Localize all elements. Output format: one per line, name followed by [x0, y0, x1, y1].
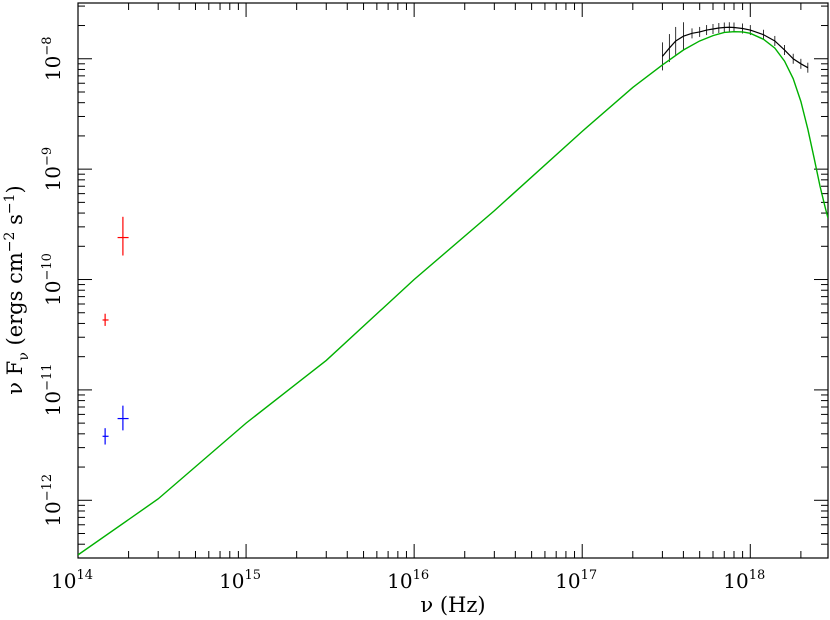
- y-tick-label: 10−12: [40, 474, 65, 527]
- y-tick-label: 10−10: [40, 253, 65, 306]
- x-tick-label: 1014: [51, 568, 93, 593]
- axis-ticks: [77, 3, 828, 559]
- xray-spectrum: [661, 26, 809, 69]
- y-axis-title: ν Fν (ergs cm−2 s−1): [2, 185, 32, 394]
- y-tick-label: 10−11: [40, 363, 65, 416]
- x-tick-label: 1016: [387, 568, 429, 593]
- x-tick-label: 1018: [723, 568, 765, 593]
- y-tick-label: 10−8: [40, 36, 65, 81]
- chart-marks: [78, 22, 828, 556]
- x-tick-label: 1015: [219, 568, 261, 593]
- model-curve: [78, 30, 828, 556]
- x-tick-labels: 1014 1015 1016 1017 1018: [51, 568, 765, 593]
- y-tick-labels: 10−12 10−11 10−10 10−9 10−8: [40, 36, 65, 526]
- x-axis-title: ν (Hz): [420, 593, 485, 617]
- plot-frame: [77, 2, 829, 559]
- y-tick-label: 10−9: [40, 147, 65, 192]
- x-tick-label: 1017: [555, 568, 597, 593]
